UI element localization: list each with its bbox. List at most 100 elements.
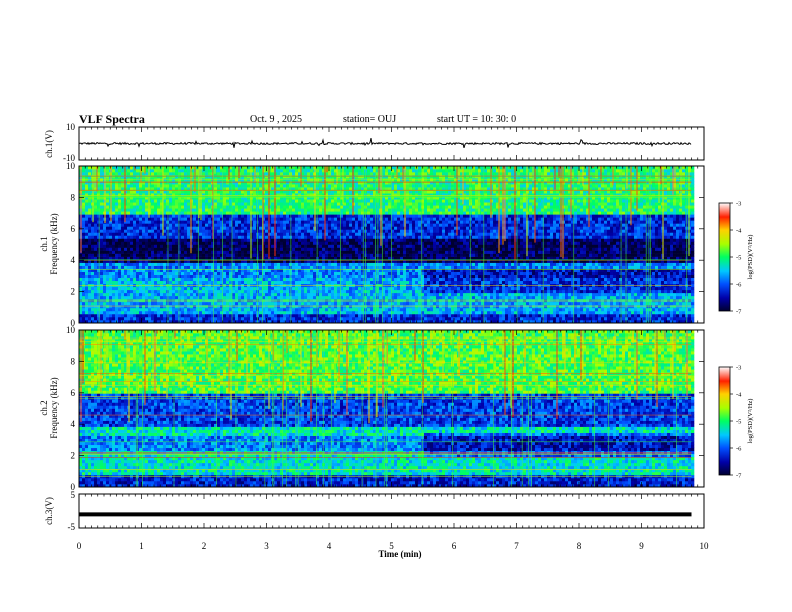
spec-cell: [367, 307, 371, 312]
spec-cell: [259, 268, 263, 272]
spec-cell: [553, 274, 557, 279]
spec-cell: [460, 277, 464, 282]
spec-cell: [490, 295, 494, 300]
spec-cell: [109, 301, 113, 306]
spec-cell: [541, 319, 545, 324]
spec-cell: [250, 307, 254, 312]
spec-cell: [160, 301, 164, 306]
spec-cell: [538, 259, 542, 263]
spec-cell: [232, 250, 236, 254]
spec-cell: [652, 307, 656, 312]
spec-cell: [298, 259, 302, 263]
spec-cell: [403, 268, 407, 272]
spec-cell: [295, 271, 299, 275]
spec-cell: [556, 295, 560, 300]
spec-cell: [490, 289, 494, 294]
spec-cell: [655, 310, 659, 315]
spec-cell: [667, 280, 671, 285]
spec-cell: [388, 316, 392, 321]
spec-cell: [316, 292, 320, 297]
spec-cell: [631, 298, 635, 303]
spec-cell: [250, 262, 254, 266]
spec-cell: [580, 289, 584, 294]
spec-cell: [304, 280, 308, 285]
spec-cell: [661, 280, 665, 285]
spec-cell: [475, 298, 479, 303]
spec-cell: [433, 310, 437, 315]
spec-cell: [667, 301, 671, 306]
spec-cell: [295, 274, 299, 279]
spec-cell: [145, 268, 149, 272]
spec-cell: [433, 307, 437, 312]
spec-cell: [559, 313, 563, 318]
spec-cell: [499, 280, 503, 285]
spec-cell: [586, 277, 590, 282]
spec-cell: [328, 262, 332, 266]
spec-cell: [610, 286, 614, 291]
spec-cell: [490, 274, 494, 279]
spec-cell: [331, 298, 335, 303]
spec-cell: [301, 286, 305, 291]
spec-cell: [202, 274, 206, 279]
spec-cell: [172, 274, 176, 279]
spec-cell: [691, 304, 695, 309]
spec-cell: [526, 274, 530, 279]
spec-cell: [178, 280, 182, 285]
spec-cell: [97, 271, 101, 275]
spec-cell: [595, 271, 599, 275]
spec-cell: [652, 268, 656, 272]
spec-cell: [199, 304, 203, 309]
spec-cell: [100, 280, 104, 285]
spec-cell: [178, 313, 182, 318]
spec-cell: [175, 319, 179, 324]
spec-cell: [658, 313, 662, 318]
spec-cell: [103, 253, 107, 257]
spec-cell: [466, 271, 470, 275]
spec-cell: [238, 298, 242, 303]
spec-cell: [487, 295, 491, 300]
spec-cell: [283, 280, 287, 285]
spec-cell: [229, 295, 233, 300]
spec-cell: [199, 292, 203, 297]
spec-cell: [391, 277, 395, 282]
spec-cell: [112, 301, 116, 306]
spec-cell: [79, 268, 83, 272]
spec-cell: [121, 292, 125, 297]
spec-cell: [154, 292, 158, 297]
spec-cell: [541, 265, 545, 269]
spec-cell: [670, 307, 674, 312]
spec-cell: [388, 277, 392, 282]
spec-cell: [421, 298, 425, 303]
spec-cell: [286, 304, 290, 309]
spec-cell: [301, 271, 305, 275]
spec-cell: [379, 265, 383, 269]
spec-cell: [295, 295, 299, 300]
spec-cell: [475, 313, 479, 318]
spec-cell: [526, 295, 530, 300]
spec-cell: [679, 262, 683, 266]
spec-cell: [448, 310, 452, 315]
spec-cell: [199, 307, 203, 312]
spec-cell: [268, 256, 272, 260]
spec-cell: [304, 253, 308, 257]
spec-cell: [124, 307, 128, 312]
spec-cell: [436, 292, 440, 297]
spec-cell: [259, 289, 263, 294]
spec-cell: [400, 271, 404, 275]
spec-cell: [304, 289, 308, 294]
spec-cell: [274, 301, 278, 306]
spec-cell: [604, 313, 608, 318]
spec-cell: [397, 289, 401, 294]
spec-cell: [505, 253, 509, 257]
spec-cell: [688, 319, 692, 324]
spec-cell: [199, 256, 203, 260]
spec-cell: [313, 277, 317, 282]
spec-cell: [319, 310, 323, 315]
spec-cell: [613, 289, 617, 294]
spec-cell: [304, 301, 308, 306]
spec-cell: [607, 271, 611, 275]
spec-cell: [667, 253, 671, 257]
spec-cell: [298, 286, 302, 291]
spec-cell: [682, 268, 686, 272]
spec-cell: [409, 310, 413, 315]
